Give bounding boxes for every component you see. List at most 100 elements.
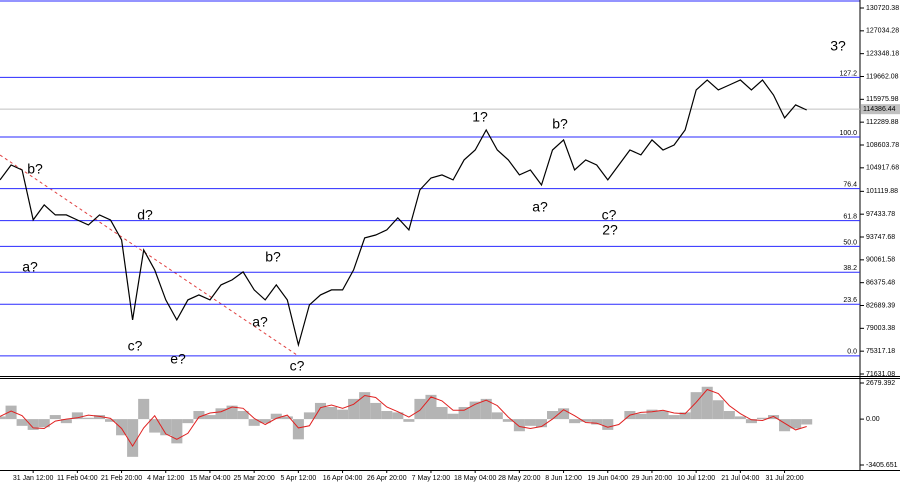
y-tick-label: 123348.18	[866, 51, 899, 58]
osc-bar	[668, 415, 680, 420]
wave-label: a?	[532, 199, 548, 215]
y-tick-label: 79003.38	[866, 325, 895, 332]
osc-bar	[425, 394, 437, 420]
x-tick-label: 29 Jun 20:00	[632, 475, 673, 482]
y-tick-label: 104917.68	[866, 165, 899, 172]
x-tick-label: 26 Apr 20:00	[367, 475, 407, 482]
y-tick-label: 97433.78	[866, 211, 895, 218]
osc-bar	[38, 419, 50, 428]
wave-label: a?	[252, 314, 268, 330]
osc-bar	[580, 419, 592, 422]
osc-bar	[745, 419, 757, 424]
osc-bar	[182, 419, 194, 424]
osc-bar	[303, 412, 315, 420]
osc-bar	[458, 406, 470, 420]
osc-bar	[635, 413, 647, 420]
osc-bar	[259, 419, 271, 424]
osc-bar	[337, 409, 349, 420]
osc-bar	[591, 419, 603, 425]
y-tick-label: 93747.68	[866, 234, 895, 241]
fib-label: 127.2	[839, 70, 857, 77]
osc-bar	[447, 413, 459, 420]
y-tick-label: 75317.18	[866, 348, 895, 355]
osc-bar	[326, 406, 338, 420]
osc-bar	[82, 417, 94, 420]
osc-bar	[292, 419, 304, 440]
fib-label: 50.0	[843, 239, 857, 246]
osc-bar	[71, 412, 83, 420]
osc-bar	[270, 413, 282, 420]
wave-label: 2?	[602, 222, 618, 238]
y-tick-label: 108603.78	[866, 142, 899, 149]
osc-bar	[414, 398, 426, 420]
osc-bar	[348, 398, 360, 420]
osc-bar	[801, 419, 813, 425]
osc-bar	[27, 419, 39, 430]
osc-bar	[226, 405, 238, 420]
osc-bar	[768, 415, 780, 420]
y-tick-label: 71631.08	[866, 371, 895, 378]
osc-bar	[701, 386, 713, 420]
fib-label: 76.4	[843, 181, 857, 188]
last-price-label: 114386.44	[863, 106, 896, 113]
osc-bar	[723, 411, 735, 420]
osc-bar	[679, 412, 691, 420]
osc-bar	[171, 419, 183, 444]
wave-label: c?	[290, 358, 305, 374]
wave-label: b?	[552, 116, 568, 132]
osc-bar	[734, 416, 746, 420]
osc-bar	[237, 411, 249, 420]
y-tick-label: 2679.392	[866, 380, 895, 387]
osc-bar	[60, 419, 72, 424]
osc-bar	[0, 416, 6, 420]
wave-label: 1?	[472, 109, 488, 125]
y-tick-label: 115975.98	[866, 96, 899, 103]
x-tick-label: 28 May 20:00	[498, 475, 541, 482]
y-tick-label: 82689.39	[866, 302, 895, 309]
wave-label: c?	[128, 338, 143, 354]
x-tick-label: 4 Mar 12:00	[147, 475, 184, 482]
fib-label: 38.2	[843, 265, 857, 272]
x-tick-label: 15 Mar 04:00	[189, 475, 230, 482]
y-tick-label: 101119.88	[866, 188, 898, 195]
x-tick-label: 31 Jan 12:00	[13, 475, 54, 482]
wave-label: 3?	[830, 38, 846, 54]
wave-label: c?	[602, 207, 617, 223]
wave-label: d?	[137, 207, 153, 223]
y-tick-label: 127034.28	[866, 28, 899, 35]
osc-bar	[790, 419, 802, 429]
osc-bar	[193, 411, 205, 420]
osc-bar	[712, 400, 724, 420]
x-tick-label: 31 Jul 20:00	[765, 475, 803, 482]
osc-bar	[204, 415, 216, 420]
y-tick-label: 112289.88	[866, 119, 899, 126]
osc-bar	[756, 417, 768, 420]
osc-bar	[469, 401, 481, 420]
osc-bar	[558, 408, 570, 420]
osc-bar	[690, 392, 702, 420]
osc-bar	[16, 419, 28, 426]
osc-bar	[602, 419, 614, 430]
osc-bar	[359, 392, 371, 420]
x-tick-label: 7 May 12:00	[412, 475, 451, 482]
osc-bar	[127, 419, 139, 457]
osc-bar	[524, 419, 536, 426]
fib-label: 61.8	[843, 213, 857, 220]
osc-bar	[215, 408, 227, 420]
osc-bar	[491, 412, 503, 420]
osc-bar	[105, 419, 117, 422]
osc-bar	[314, 402, 326, 420]
osc-bar	[370, 402, 382, 420]
osc-bar	[657, 411, 669, 420]
wave-label: b?	[27, 161, 43, 177]
osc-bar	[248, 419, 260, 426]
osc-bar	[160, 419, 172, 436]
fib-label: 23.6	[843, 297, 857, 304]
wave-label: b?	[265, 249, 281, 265]
x-tick-label: 5 Apr 12:00	[280, 475, 316, 482]
price-line	[0, 79, 807, 348]
wave-label: e?	[170, 351, 186, 367]
osc-bar	[547, 411, 559, 420]
